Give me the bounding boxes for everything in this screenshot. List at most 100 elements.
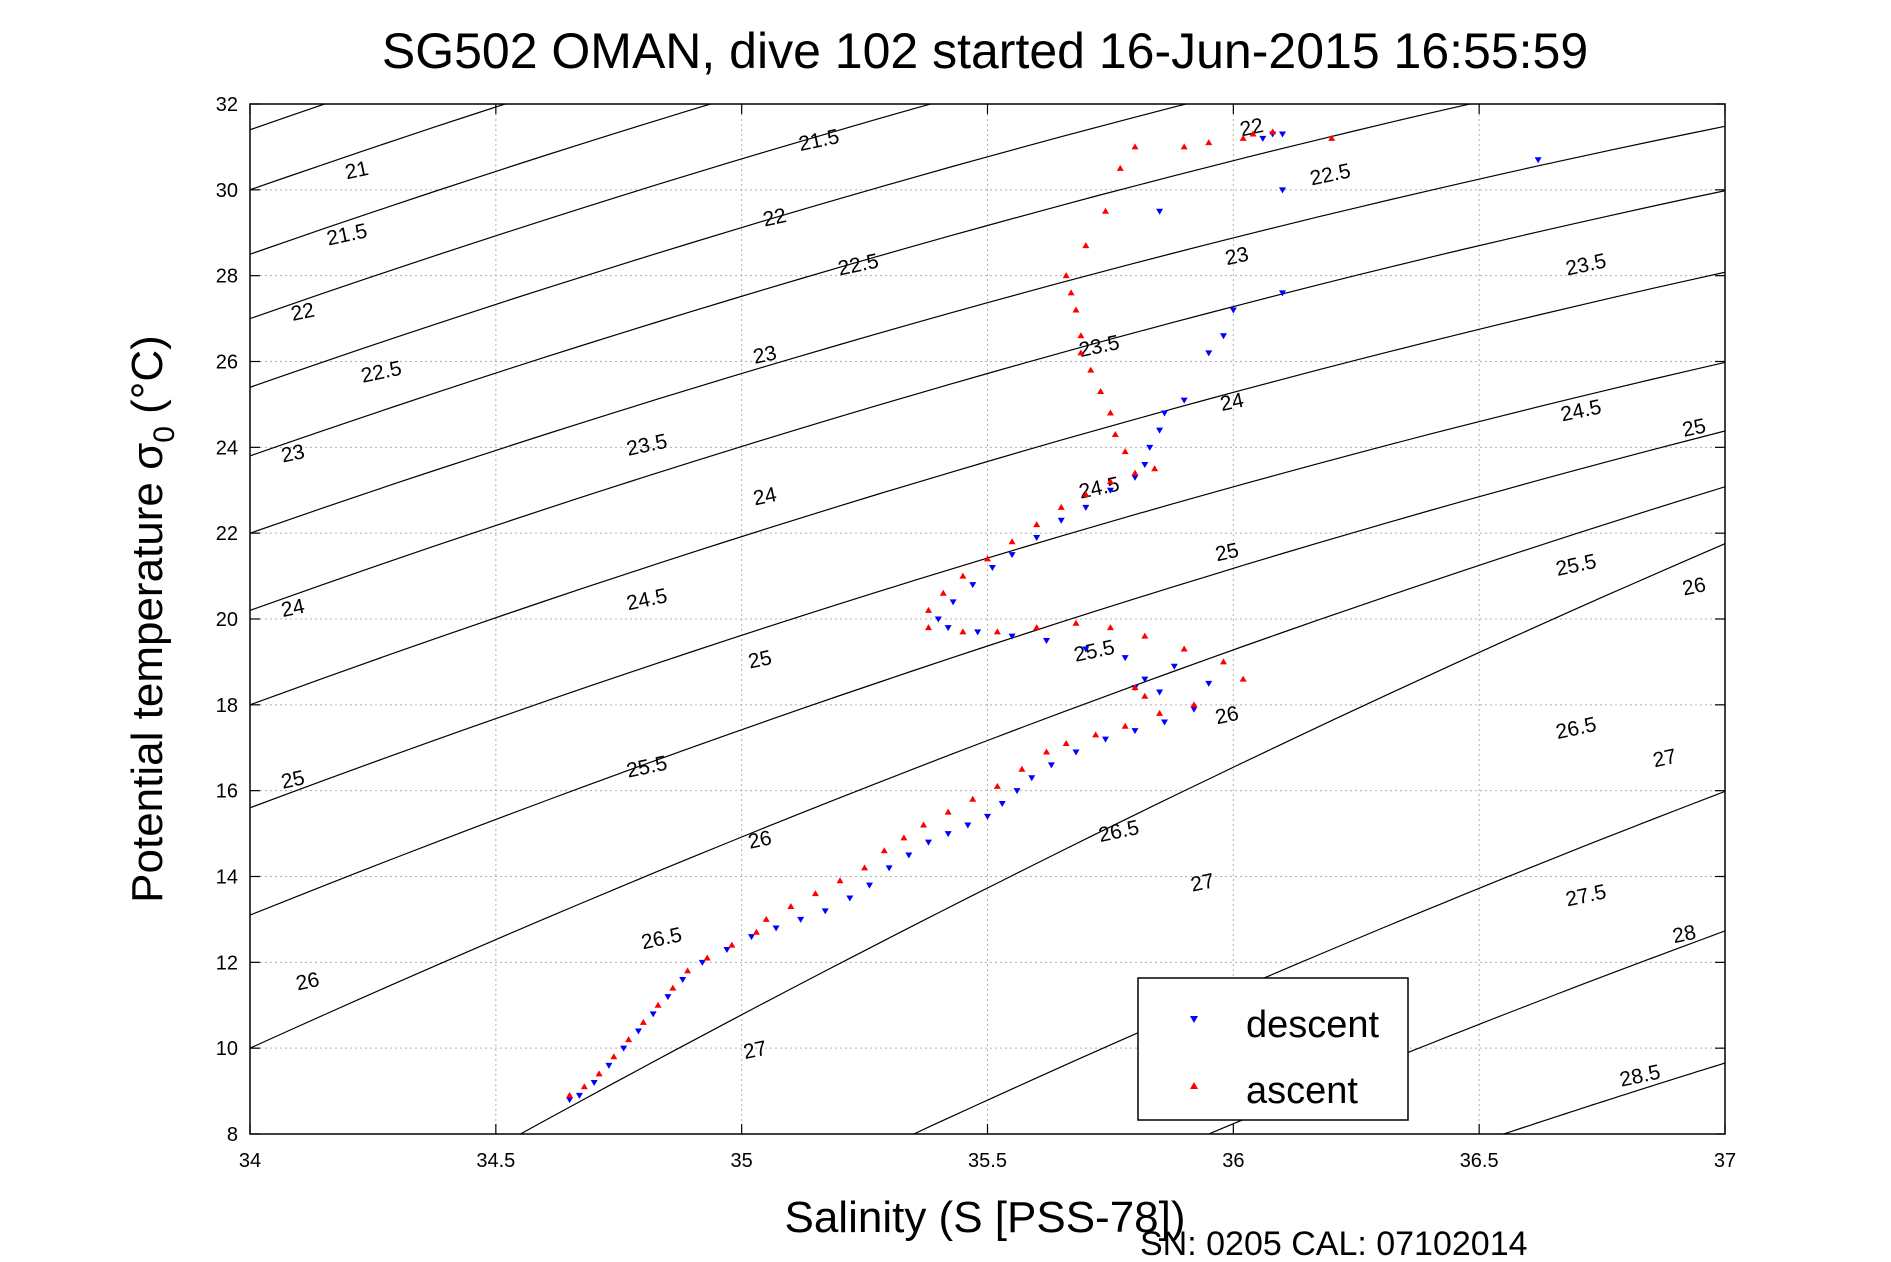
data-point-descent <box>1205 350 1213 357</box>
data-point-ascent <box>1328 134 1336 141</box>
data-point-ascent <box>993 782 1001 789</box>
density-contour <box>250 271 1725 706</box>
data-point-ascent <box>880 847 888 854</box>
data-point-descent <box>1033 534 1041 541</box>
legend-marker-ascent <box>1190 1082 1198 1089</box>
data-point-descent <box>1205 680 1213 687</box>
data-point-ascent <box>1106 409 1114 416</box>
data-point-ascent <box>900 834 908 841</box>
data-point-ascent <box>836 877 844 884</box>
data-point-ascent <box>939 589 947 596</box>
data-point-ascent <box>1131 469 1139 476</box>
data-point-descent <box>821 908 829 915</box>
data-point-descent <box>949 599 957 606</box>
data-point-ascent <box>1111 430 1119 437</box>
data-point-descent <box>1028 775 1036 782</box>
density-contour-label: 22 <box>761 204 789 231</box>
data-point-descent <box>925 839 932 846</box>
density-contour <box>520 543 1725 1134</box>
axis-ticks: 34 34.5 35 35.5 36 36.5 37 8 10 12 14 16 18 20 22 24 26 2… <box>216 94 1736 1172</box>
data-point-descent <box>974 629 982 636</box>
density-contour-label: 25 <box>1213 539 1241 566</box>
data-point-ascent <box>959 572 967 579</box>
x-tick-label: 37 <box>1714 1150 1736 1172</box>
data-point-descent <box>1279 290 1286 297</box>
data-point-ascent <box>1151 465 1159 472</box>
density-contour-label: 26 <box>746 826 774 853</box>
data-point-ascent <box>787 903 795 910</box>
data-point-ascent <box>1141 632 1149 639</box>
data-point-ascent <box>1062 739 1070 746</box>
y-tick-label: 14 <box>216 867 238 889</box>
data-point-ascent <box>1239 675 1247 682</box>
density-contour <box>250 104 1473 457</box>
data-point-ascent <box>610 1053 618 1060</box>
data-point-descent <box>988 565 996 571</box>
data-point-ascent <box>1062 272 1070 279</box>
data-point-ascent <box>1190 701 1198 708</box>
y-tick-label: 18 <box>216 695 238 717</box>
density-contour <box>250 486 1725 1049</box>
y-tick-label: 22 <box>216 523 238 545</box>
data-point-descent <box>1047 762 1055 769</box>
y-tick-label: 30 <box>216 180 238 202</box>
legend-box <box>1137 977 1409 1121</box>
data-point-ascent <box>993 628 1001 635</box>
data-point-descent <box>1106 487 1114 494</box>
y-axis-label-main: Potential temperature σ <box>123 443 172 903</box>
data-point-descent <box>620 1045 628 1052</box>
data-point-ascent <box>1131 143 1139 150</box>
data-point-ascent <box>1131 684 1139 691</box>
density-contour-label: 23 <box>279 440 307 467</box>
data-point-ascent <box>639 1018 647 1025</box>
density-contour-label: 23 <box>751 341 779 368</box>
data-point-descent <box>1057 517 1065 524</box>
data-point-descent <box>1190 706 1198 713</box>
density-contour <box>1503 1062 1725 1134</box>
data-point-descent <box>590 1080 598 1086</box>
data-point-ascent <box>1116 164 1124 171</box>
data-point-ascent <box>1018 765 1026 772</box>
data-point-descent <box>1008 552 1016 559</box>
data-point-descent <box>1180 397 1188 404</box>
data-point-descent <box>1141 462 1149 468</box>
data-point-ascent <box>1239 134 1247 141</box>
y-tick-label: 20 <box>216 609 238 631</box>
data-point-descent <box>1043 637 1050 644</box>
data-point-ascent <box>944 808 952 815</box>
grid-lines <box>250 104 1725 1134</box>
data-point-ascent <box>1043 748 1050 755</box>
data-point-descent <box>1141 676 1149 683</box>
data-point-ascent <box>1102 207 1109 214</box>
data-point-descent <box>998 801 1006 808</box>
y-tick-label: 26 <box>216 352 238 374</box>
data-point-descent <box>748 934 755 941</box>
data-point-ascent <box>925 624 932 631</box>
x-tick-label: 35.5 <box>968 1150 1007 1172</box>
data-point-ascent <box>1082 491 1090 498</box>
data-point-ascent <box>1121 722 1129 729</box>
data-point-descent <box>1082 646 1090 653</box>
data-point-ascent <box>625 1036 633 1043</box>
data-point-ascent <box>1077 332 1085 339</box>
y-axis-label-unit: (°C) <box>123 335 172 426</box>
data-point-descent <box>984 813 991 820</box>
data-point-ascent <box>1008 538 1016 545</box>
data-point-descent <box>1156 689 1164 696</box>
data-point-ascent <box>959 628 967 635</box>
data-point-descent <box>772 925 780 932</box>
data-point-descent <box>1161 410 1168 417</box>
data-point-descent <box>634 1028 642 1035</box>
data-point-descent <box>934 616 942 623</box>
data-point-descent <box>679 977 687 983</box>
data-points <box>566 128 1542 1104</box>
data-point-descent <box>905 852 913 859</box>
data-point-ascent <box>1269 128 1277 135</box>
data-point-ascent <box>1156 709 1164 716</box>
density-contour <box>250 125 1725 534</box>
data-point-descent <box>664 994 672 1001</box>
data-point-ascent <box>1033 624 1041 631</box>
data-point-descent <box>1131 728 1139 735</box>
data-point-ascent <box>1057 503 1065 510</box>
